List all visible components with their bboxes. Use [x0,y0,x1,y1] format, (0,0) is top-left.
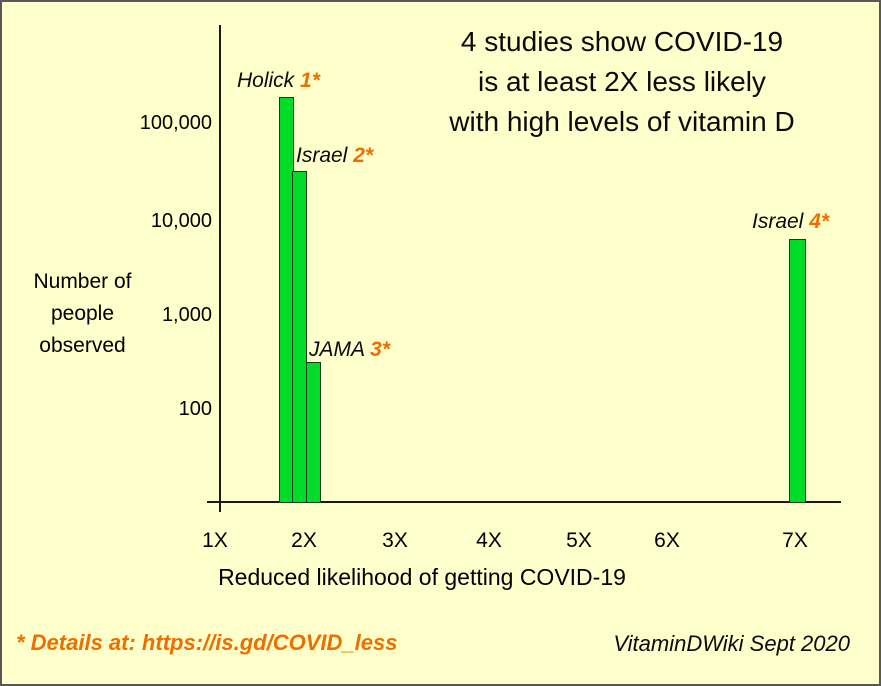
bar-label-israel-4-name: Israel [752,210,804,233]
x-tick-6x: 6X [654,529,680,552]
chart-title: 4 studies show COVID-19 is at least 2X l… [387,22,857,142]
chart-title-line-2: is at least 2X less likely [478,66,766,97]
x-tick-4x: 4X [476,529,502,552]
bar-israel-study-4 [789,239,806,503]
source-credit: VitaminDWiki Sept 2020 [613,631,850,656]
x-tick-1x: 1X [202,529,228,552]
y-axis-line [219,25,221,512]
y-tick-10000: 10,000 [150,210,212,232]
x-tick-3x: 3X [382,529,408,552]
y-axis-title-line-1: Number of [33,270,132,293]
chart-title-line-1: 4 studies show COVID-19 [460,26,784,57]
y-axis-title: Number of people observed [10,266,155,362]
bar-label-israel-2-footnote: 2* [353,144,374,167]
bar-label-jama-3-footnote: 3* [370,338,390,361]
bar-label-jama-3-name: JAMA [309,338,365,361]
bar-label-holick: Holick 1* [237,69,320,93]
x-axis-line [207,501,841,503]
x-axis-title: Reduced likelihood of getting COVID-19 [218,564,626,590]
bar-label-israel-2: Israel 2* [296,144,373,168]
chart-title-line-3: with high levels of vitamin D [449,106,795,137]
footnote-details-link[interactable]: * Details at: https://is.gd/COVID_less [16,630,398,655]
bar-label-israel-4: Israel 4* [752,210,829,234]
bar-label-israel-2-name: Israel [296,144,348,167]
x-tick-5x: 5X [566,529,592,552]
x-tick-7x: 7X [782,529,808,552]
y-tick-100: 100 [178,398,212,420]
bar-label-holick-footnote: 1* [300,69,320,92]
y-axis-title-line-3: observed [39,334,126,357]
bar-label-jama-3: JAMA 3* [309,338,390,362]
y-tick-1000: 1,000 [161,304,212,326]
bar-jama-study-3 [306,362,321,503]
bar-israel-study-2 [292,171,307,503]
y-axis-title-line-2: people [50,302,115,325]
bar-label-israel-4-footnote: 4* [809,210,830,233]
y-tick-100000: 100,000 [139,112,212,134]
bar-label-holick-name: Holick [237,69,295,92]
x-tick-2x: 2X [291,529,317,552]
